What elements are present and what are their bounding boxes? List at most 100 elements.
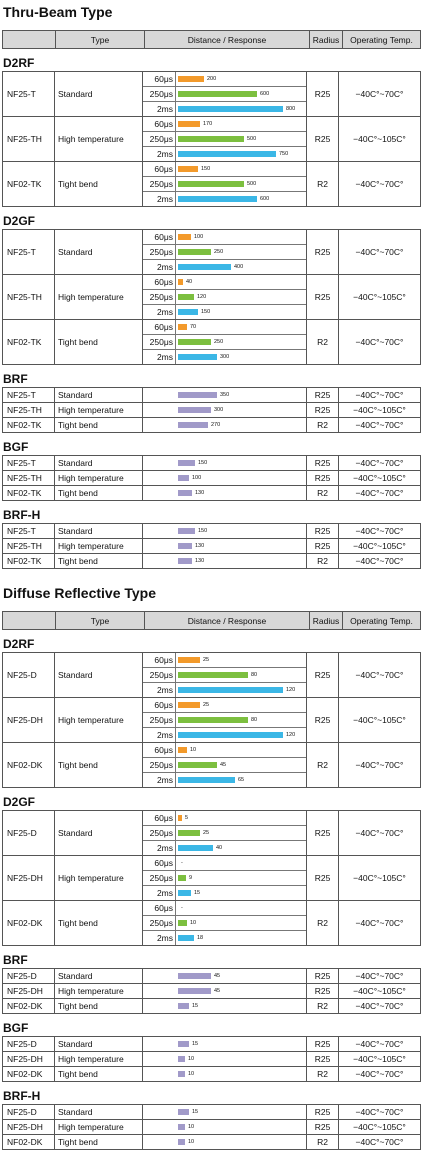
distance-bar <box>178 543 192 549</box>
response-label: 60μs <box>143 698 176 712</box>
distance-cell: 60μs 5 250μs 25 2ms <box>143 811 307 855</box>
response-label: 2ms <box>143 931 176 945</box>
distance-value: 15 <box>192 1003 199 1009</box>
model-cell: NF25-TH <box>3 117 55 161</box>
section-table: NF25-T Standard 150 R25 −40C°~70C° NF25-TH Hi… <box>2 523 421 569</box>
table-row: NF25-D Standard 15 R25 −40C°~70C° <box>3 1105 420 1120</box>
temp-cell: −40C°~105C° <box>353 473 406 483</box>
distance-cell: 15 <box>143 1105 307 1119</box>
distance-bar <box>178 973 211 979</box>
temp-cell: −40C°~70C° <box>355 760 404 770</box>
temp-cell: −40C°~105C° <box>353 873 406 883</box>
type-cell: Standard <box>55 72 143 116</box>
distance-value: 130 <box>195 558 205 564</box>
distance-bar <box>178 762 217 768</box>
distance-value: 150 <box>198 528 208 534</box>
temp-cell: −40C°~105C° <box>353 715 406 725</box>
distance-bar <box>178 875 186 881</box>
response-label: 60μs <box>143 117 176 131</box>
distance-bar <box>178 702 200 708</box>
temp-cell: −40C°~105C° <box>353 986 406 996</box>
distance-bar <box>178 196 257 202</box>
distance-cell: 60μs 25 250μs 80 2ms <box>143 698 307 742</box>
response-label: 60μs <box>143 72 176 86</box>
distance-value: 65 <box>238 777 245 783</box>
response-label: 2ms <box>143 886 176 900</box>
distance-bar <box>178 151 276 157</box>
distance-value: 400 <box>234 264 244 270</box>
response-label: 250μs <box>143 335 176 349</box>
model-cell: NF02-TK <box>3 162 55 206</box>
distance-value: 10 <box>190 747 197 753</box>
response-row: 60μs - <box>143 856 306 871</box>
type-cell: High temperature <box>55 698 143 742</box>
table-row: NF25-DH High temperature 60μs - 250μs 9 <box>3 856 420 901</box>
response-label: 2ms <box>143 841 176 855</box>
distance-cell: 60μs 170 250μs 500 2 <box>143 117 307 161</box>
response-label: 60μs <box>143 320 176 334</box>
table-row: NF02-TK Tight bend 60μs 70 250μs 250 <box>3 320 420 364</box>
radius-cell: R2 <box>307 554 339 568</box>
distance-bar <box>178 354 217 360</box>
distance-bar <box>178 920 187 926</box>
table-row: NF25-DH High temperature 45 R25 −40C°~105C° <box>3 984 420 999</box>
response-row: 2ms 65 <box>143 773 306 787</box>
distance-value: 100 <box>194 234 204 240</box>
distance-value: 120 <box>197 294 207 300</box>
distance-cell: 270 <box>143 418 307 432</box>
section-title: D2GF <box>3 214 36 228</box>
response-label: 2ms <box>143 728 176 742</box>
distance-cell: 130 <box>143 554 307 568</box>
distance-cell: 60μs 70 250μs 250 2m <box>143 320 307 364</box>
table-row: NF02-TK Tight bend 130 R2 −40C°~70C° <box>3 486 420 500</box>
table-row: NF25-DH High temperature 60μs 25 250μs 80 <box>3 698 420 743</box>
radius-cell: R2 <box>307 486 339 500</box>
model-cell: NF25-T <box>3 230 55 274</box>
type-cell: Tight bend <box>55 1135 143 1149</box>
response-label: 60μs <box>143 856 176 870</box>
response-label: 60μs <box>143 230 176 244</box>
temp-cell: −40C°~70C° <box>355 1069 404 1079</box>
distance-bar <box>178 747 187 753</box>
radius-cell: R25 <box>307 388 339 402</box>
group-title: Thru-Beam Type <box>3 4 113 20</box>
table-row: NF25-TH High temperature 300 R25 −40C°~105C… <box>3 403 420 418</box>
model-cell: NF25-DH <box>3 1120 55 1134</box>
radius-cell: R2 <box>307 901 339 945</box>
distance-cell: 100 <box>143 471 307 485</box>
radius-cell: R25 <box>307 1037 339 1051</box>
distance-value: 170 <box>203 121 213 127</box>
distance-value: 250 <box>214 339 224 345</box>
response-row: 2ms 18 <box>143 931 306 945</box>
distance-value: 25 <box>203 830 210 836</box>
model-cell: NF25-DH <box>3 856 55 900</box>
distance-cell: 60μs 100 250μs 250 2 <box>143 230 307 274</box>
distance-cell: 150 <box>143 524 307 538</box>
model-cell: NF02-TK <box>3 486 55 500</box>
section-table: NF25-T Standard 60μs 200 250μs 600 <box>2 71 421 207</box>
type-cell: Tight bend <box>55 1067 143 1081</box>
radius-cell: R25 <box>307 1105 339 1119</box>
temp-cell: −40C°~70C° <box>355 526 404 536</box>
response-label: 250μs <box>143 758 176 772</box>
type-cell: Tight bend <box>55 320 143 364</box>
type-cell: Standard <box>55 388 143 402</box>
distance-bar <box>178 76 204 82</box>
response-row: 60μs 40 <box>143 275 306 290</box>
type-cell: High temperature <box>55 1052 143 1066</box>
distance-value: 80 <box>251 717 258 723</box>
model-cell: NF25-D <box>3 653 55 697</box>
type-cell: Standard <box>55 1105 143 1119</box>
response-row: 60μs 170 <box>143 117 306 132</box>
model-cell: NF25-DH <box>3 984 55 998</box>
response-row: 60μs - <box>143 901 306 916</box>
distance-value: 130 <box>195 543 205 549</box>
distance-value: 150 <box>201 166 211 172</box>
temp-cell: −40C°~70C° <box>355 1107 404 1117</box>
response-row: 2ms 15 <box>143 886 306 900</box>
distance-bar <box>178 1124 185 1130</box>
distance-cell: 60μs 200 250μs 600 2 <box>143 72 307 116</box>
response-row: 60μs 25 <box>143 698 306 713</box>
table-row: NF02-DK Tight bend 60μs 10 250μs 45 <box>3 743 420 787</box>
table-row: NF02-DK Tight bend 15 R2 −40C°~70C° <box>3 999 420 1013</box>
